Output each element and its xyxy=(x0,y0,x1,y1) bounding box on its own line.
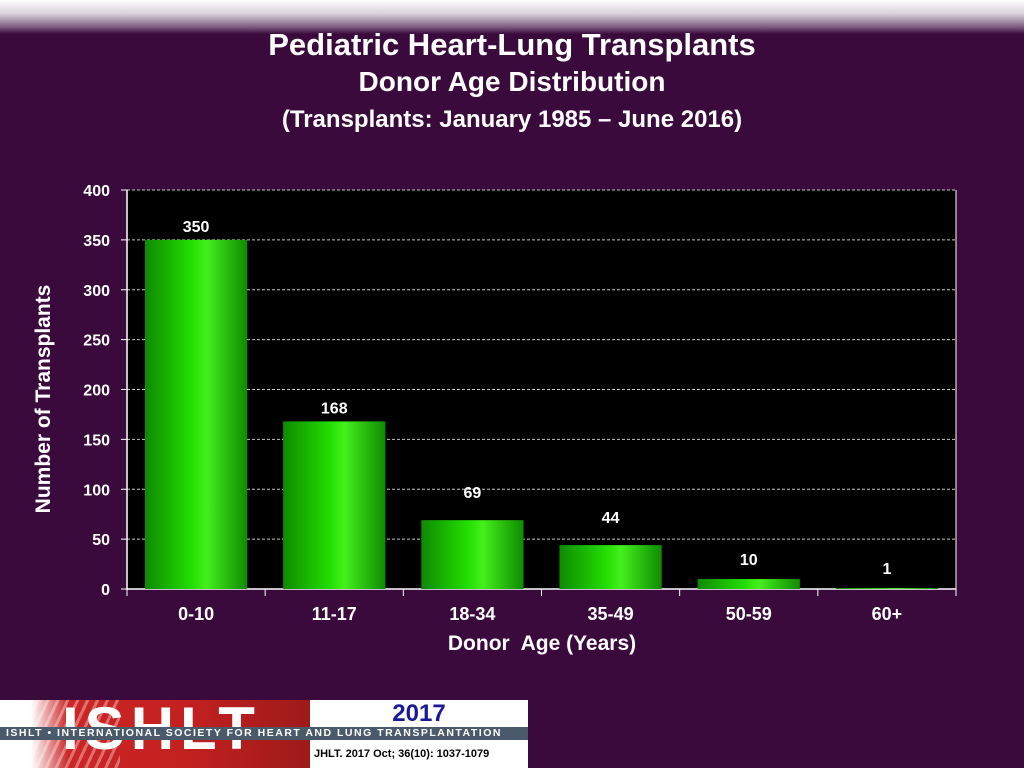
chart-title: Pediatric Heart-Lung Transplants xyxy=(268,27,756,62)
y-axis-label: Number of Transplants xyxy=(32,284,55,514)
y-tick-label: 100 xyxy=(83,482,110,499)
y-tick-label: 350 xyxy=(83,233,110,250)
y-tick-label: 250 xyxy=(83,333,110,350)
bar-11-17 xyxy=(283,421,386,589)
bar-35-49 xyxy=(559,545,662,589)
title-block: Pediatric Heart-Lung Transplants Donor A… xyxy=(0,26,1024,140)
plot-area xyxy=(127,190,956,589)
report-year: 2017 xyxy=(310,700,528,728)
y-tick-label: 50 xyxy=(92,532,110,549)
x-axis-label: Donor Age (Years) xyxy=(447,632,637,655)
data-label: 168 xyxy=(321,400,348,417)
y-tick-label: 300 xyxy=(83,283,110,300)
top-gradient-band xyxy=(0,0,1024,34)
chart-subtitle: Donor Age Distribution xyxy=(358,66,666,97)
data-label: 1 xyxy=(882,561,891,578)
bar-60+ xyxy=(835,588,939,590)
x-tick-label: 18-34 xyxy=(449,604,495,624)
bar-50-59 xyxy=(697,579,800,589)
citation: JHLT. 2017 Oct; 36(10): 1037-1079 xyxy=(310,740,528,768)
x-tick-label: 11-17 xyxy=(312,604,357,624)
x-tick-label: 50-59 xyxy=(726,604,772,624)
y-tick-label: 0 xyxy=(101,582,110,599)
bar-chart: 0 50 100 150 200 250 300 350 400 350 0-10 168 11-17 6… xyxy=(83,183,957,624)
data-label: 44 xyxy=(602,510,620,527)
x-tick-label: 35-49 xyxy=(588,604,634,624)
organization-name: ISHLT • INTERNATIONAL SOCIETY FOR HEART … xyxy=(0,727,528,740)
bar-18-34 xyxy=(421,520,524,589)
y-tick-label: 200 xyxy=(83,383,110,400)
chart-period: (Transplants: January 1985 – June 2016) xyxy=(281,106,743,133)
data-label: 10 xyxy=(740,552,758,569)
y-tick-label: 400 xyxy=(83,183,110,200)
x-tick-label: 0-10 xyxy=(178,604,214,624)
footer-banner: ISHLT 2017 ISHLT • INTERNATIONAL SOCIETY… xyxy=(0,700,530,768)
bar-0-10 xyxy=(144,239,248,589)
x-tick-label: 60+ xyxy=(872,604,903,624)
data-label: 69 xyxy=(464,485,482,502)
y-tick-label: 150 xyxy=(83,432,110,449)
data-label: 350 xyxy=(183,219,210,236)
